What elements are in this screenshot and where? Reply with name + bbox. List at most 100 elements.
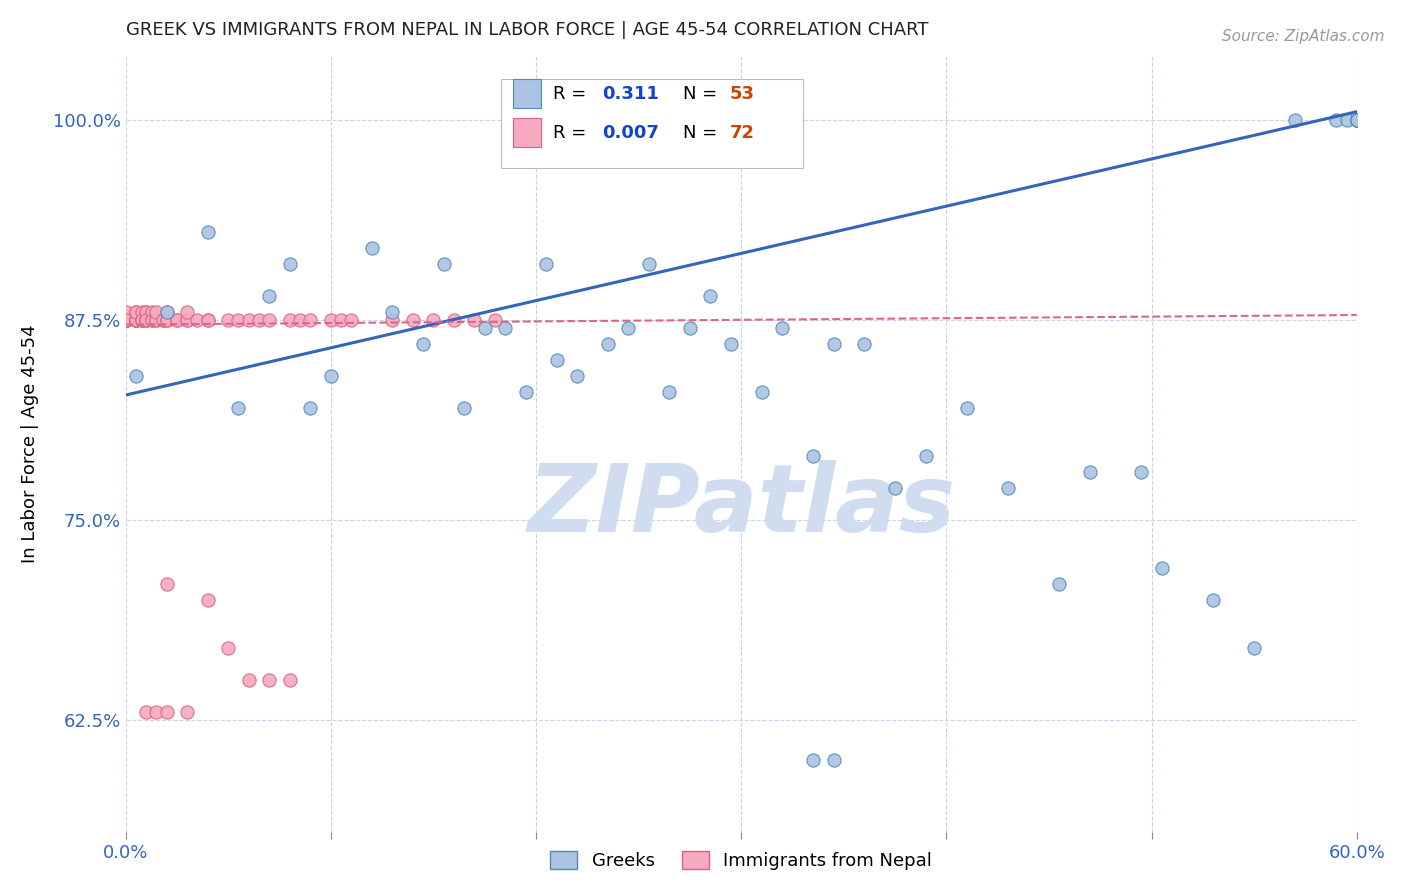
Point — [381, 313, 404, 327]
Point — [156, 305, 179, 319]
Point — [515, 384, 537, 399]
Point — [166, 313, 188, 327]
Point — [546, 352, 568, 367]
Point — [156, 577, 179, 591]
Text: R =: R = — [553, 123, 592, 142]
Point — [1243, 640, 1265, 655]
Point — [1346, 112, 1368, 127]
Legend: Greeks, Immigrants from Nepal: Greeks, Immigrants from Nepal — [543, 844, 939, 878]
Point — [145, 313, 167, 327]
Point — [474, 321, 496, 335]
Point — [915, 449, 938, 463]
Point — [1336, 112, 1358, 127]
Point — [801, 449, 824, 463]
Point — [319, 368, 342, 383]
Point — [536, 257, 558, 271]
Y-axis label: In Labor Force | Age 45-54: In Labor Force | Age 45-54 — [21, 325, 39, 563]
Point — [278, 313, 301, 327]
Point — [131, 313, 153, 327]
Point — [238, 313, 260, 327]
Point — [228, 313, 250, 327]
Point — [141, 305, 163, 319]
Point — [997, 481, 1019, 495]
Text: 0.311: 0.311 — [602, 85, 659, 103]
Point — [319, 313, 342, 327]
Point — [131, 313, 153, 327]
Point — [257, 673, 280, 687]
Text: 53: 53 — [730, 85, 755, 103]
Point — [135, 313, 157, 327]
Point — [176, 305, 198, 319]
Text: 0.007: 0.007 — [602, 123, 659, 142]
Point — [197, 313, 219, 327]
Point — [679, 321, 702, 335]
Point — [114, 313, 136, 327]
Point — [197, 225, 219, 239]
Point — [801, 753, 824, 767]
Point — [823, 336, 845, 351]
Point — [257, 289, 280, 303]
Point — [422, 313, 444, 327]
Point — [463, 313, 485, 327]
Point — [257, 313, 280, 327]
Point — [658, 384, 681, 399]
Point — [1346, 112, 1368, 127]
Point — [176, 313, 198, 327]
Point — [1202, 593, 1225, 607]
Point — [156, 313, 179, 327]
Point — [853, 336, 876, 351]
Text: GREEK VS IMMIGRANTS FROM NEPAL IN LABOR FORCE | AGE 45-54 CORRELATION CHART: GREEK VS IMMIGRANTS FROM NEPAL IN LABOR … — [125, 21, 928, 39]
Point — [131, 305, 153, 319]
Point — [1346, 112, 1368, 127]
Point — [1150, 561, 1173, 575]
Bar — [513, 79, 540, 109]
Point — [114, 313, 136, 327]
Point — [145, 705, 167, 719]
Text: N =: N = — [683, 85, 723, 103]
Point — [156, 305, 179, 319]
Point — [956, 401, 979, 415]
Point — [1346, 112, 1368, 127]
Point — [596, 336, 619, 351]
Text: N =: N = — [683, 123, 723, 142]
Point — [125, 368, 148, 383]
Point — [288, 313, 311, 327]
Point — [1324, 112, 1347, 127]
Point — [217, 640, 239, 655]
Point — [176, 313, 198, 327]
Text: R =: R = — [553, 85, 592, 103]
Point — [156, 313, 179, 327]
Point — [1047, 577, 1070, 591]
Text: Source: ZipAtlas.com: Source: ZipAtlas.com — [1222, 29, 1385, 44]
Point — [884, 481, 907, 495]
Point — [443, 313, 465, 327]
Point — [114, 313, 136, 327]
Point — [145, 305, 167, 319]
Point — [135, 305, 157, 319]
Point — [135, 313, 157, 327]
Point — [1130, 465, 1153, 479]
Point — [228, 401, 250, 415]
Point — [484, 313, 506, 327]
Point — [247, 313, 270, 327]
Point — [1078, 465, 1101, 479]
Point — [156, 705, 179, 719]
Point — [637, 257, 659, 271]
Point — [125, 313, 148, 327]
Point — [166, 313, 188, 327]
Point — [1346, 112, 1368, 127]
Point — [823, 753, 845, 767]
Point — [770, 321, 793, 335]
Point — [751, 384, 773, 399]
Point — [433, 257, 456, 271]
Point — [114, 313, 136, 327]
Point — [699, 289, 721, 303]
Point — [494, 321, 516, 335]
Point — [299, 313, 322, 327]
Point — [412, 336, 434, 351]
Point — [125, 313, 148, 327]
Point — [152, 313, 174, 327]
Point — [565, 368, 588, 383]
Point — [278, 257, 301, 271]
Point — [340, 313, 363, 327]
